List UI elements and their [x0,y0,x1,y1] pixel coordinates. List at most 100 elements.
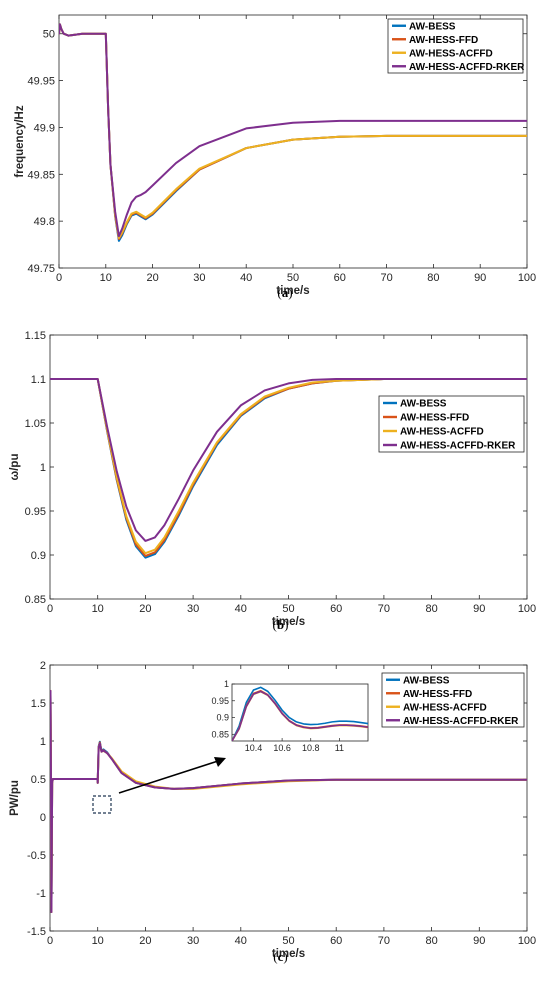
series-line-aw-hess-acffd-rker [50,689,527,913]
y-axis-label: frequency/Hz [14,105,26,177]
legend-entry: AW-HESS-ACFFD-RKER [409,62,525,73]
x-tick-label: 80 [425,603,437,615]
x-tick-label: 100 [518,935,536,947]
inset-x-tick-label: 10.4 [245,743,263,753]
x-tick-label: 30 [193,272,205,284]
legend-box [378,395,525,453]
x-tick-label: 100 [518,272,536,284]
x-tick-label: 0 [47,935,53,947]
legend-box [387,18,524,74]
x-axis-label: time/s [272,616,305,628]
y-tick-label: 1.5 [31,698,46,710]
zoom-arrow-line [118,760,219,794]
y-tick-label: -1 [36,888,46,900]
panel-caption-c: (c) [273,949,287,964]
legend-entry: AW-HESS-ACFFD [409,48,493,59]
chart-c: 0 10 20 30 40 50 60 70 80 90 100 -1.5 -1 -0.5 0 0.5 1 1.5… [9,660,536,964]
x-tick-label: 40 [235,603,247,615]
legend-entry: AW-HESS-FFD [403,689,472,700]
legend-entry: AW-HESS-FFD [409,35,478,46]
chart-b: 0 10 20 30 40 50 60 70 80 90 100 0.85 0.9 0.95 1 1.05 1.… [9,330,536,632]
x-tick-label: 80 [427,272,439,284]
x-tick-label: 50 [282,935,294,947]
y-tick-label: 1.15 [25,330,46,342]
y-tick-label: -1.5 [27,926,46,938]
x-tick-label: 20 [139,935,151,947]
x-axis-label: time/s [276,285,309,297]
x-tick-label: 30 [187,935,199,947]
legend-entry: AW-HESS-ACFFD [400,427,484,438]
panel-caption-a: (a) [277,285,292,300]
x-tick-label: 20 [146,272,158,284]
x-tick-label: 10 [92,935,104,947]
x-axis-label: time/s [272,948,305,960]
y-axis-label: PW/pu [9,780,21,816]
y-tick-label: 49.95 [27,76,55,88]
zoom-region-box [92,795,112,814]
x-tick-label: 60 [330,935,342,947]
y-tick-label: 49.75 [27,263,55,275]
y-tick-label: 50 [43,29,55,41]
caption-paren-close: ) [288,285,292,300]
legend-entry: AW-HESS-ACFFD-RKER [403,716,519,727]
series-group-c [50,689,527,913]
x-tick-label: 90 [474,272,486,284]
series-line-aw-hess-acffd [50,378,527,555]
y-tick-label: 1.05 [25,418,46,430]
x-tick-label: 0 [47,603,53,615]
legend-entry: AW-BESS [400,399,447,410]
x-tick-label: 70 [378,603,390,615]
legend-entry: AW-BESS [409,21,456,32]
y-tick-label: 1 [40,736,46,748]
caption-paren-open: ( [273,617,277,632]
zoom-arrow-head [214,757,226,767]
inset-x-tick-label: 10.6 [273,743,291,753]
x-tick-label: 10 [92,603,104,615]
x-tick-label: 20 [139,603,151,615]
caption-paren-open: ( [273,949,277,964]
caption-letter: a [282,285,289,300]
inset-y-tick-label: 0.95 [211,696,229,706]
y-tick-label: 0.95 [25,506,46,518]
y-tick-label: 49.8 [34,216,55,228]
series-group-a [59,23,527,242]
y-tick-label: -0.5 [27,850,46,862]
x-tick-label: 100 [518,603,536,615]
plot-area-b [49,334,528,600]
inset-chart: 10.4 10.6 10.8 11 0.85 0.9 0.95 1 [211,679,369,753]
inset-series-line-aw-hess-acffd-rker [232,690,368,741]
y-tick-label: 1.1 [31,374,46,386]
y-tick-label: 0 [40,812,46,824]
x-tick-label: 80 [425,935,437,947]
x-tick-label: 90 [473,935,485,947]
chart-a: 0 10 20 30 40 50 60 70 80 90 100 49.75 49.8 49.85 49.9… [14,14,536,300]
y-tick-label: 49.9 [34,122,55,134]
x-tick-label: 40 [240,272,252,284]
inset-y-tick-label: 0.85 [211,729,229,739]
x-tick-label: 70 [378,935,390,947]
x-tick-label: 90 [473,603,485,615]
x-tick-label: 10 [100,272,112,284]
inset-x-tick-label: 10.8 [302,743,320,753]
inset-y-tick-label: 1 [224,679,229,689]
inset-series-group [232,686,368,741]
x-tick-label: 70 [380,272,392,284]
legend-c: AW-BESS AW-HESS-FFD AW-HESS-ACFFD AW-HESS-A… [381,672,525,728]
panel-caption-b: (b) [273,617,289,632]
legend-a: AW-BESS AW-HESS-FFD AW-HESS-ACFFD AW-HESS-A… [387,18,525,74]
y-tick-label: 49.85 [27,169,55,181]
y-tick-label: 0.85 [25,594,46,606]
legend-entry: AW-BESS [403,675,450,686]
y-axis-label: ω/pu [9,454,21,481]
series-line-aw-hess-acffd-rker [59,23,527,238]
y-tick-label: 1 [40,462,46,474]
caption-paren-open: ( [277,285,281,300]
series-line-aw-hess-acffd-rker [50,378,527,542]
caption-paren-close: ) [284,617,288,632]
x-tick-label: 0 [56,272,62,284]
x-tick-label: 40 [235,935,247,947]
series-group-b [50,378,527,559]
inset-x-tick-label: 11 [335,743,344,753]
x-tick-label: 60 [330,603,342,615]
